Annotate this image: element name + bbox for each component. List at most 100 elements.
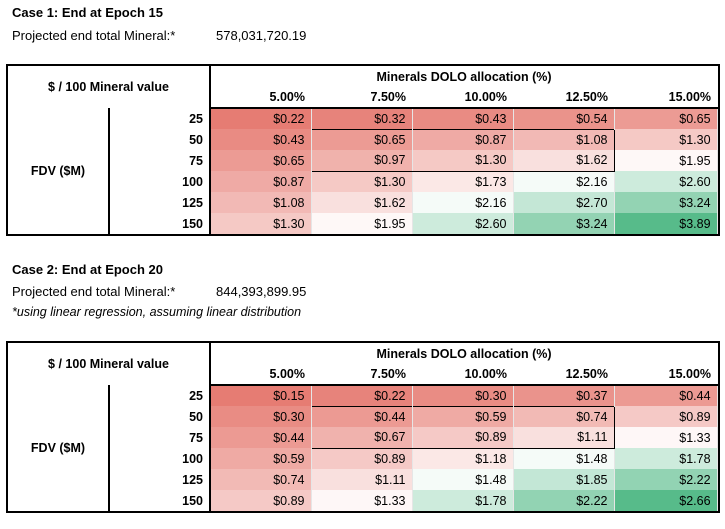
value-cell: $0.67 (310, 427, 413, 449)
fdv-value: 75 (109, 150, 211, 171)
table-row: 150 $0.89 $1.33 $1.78 $2.22 $2.66 (8, 490, 718, 511)
fdv-value: 25 (109, 108, 211, 129)
value-cell: $2.60 (412, 213, 514, 234)
value-cell: $0.97 (310, 150, 413, 172)
value-cell: $0.74 (210, 469, 312, 490)
column-header: 15.00% (614, 364, 718, 386)
value-cell: $1.08 (210, 192, 312, 213)
value-cell: $0.43 (412, 108, 514, 129)
table-row: FDV ($M) 25 $0.22 $0.32 $0.43 $0.54 $0.65 (8, 108, 718, 234)
fdv-value: 50 (109, 129, 211, 150)
value-cell: $0.32 (311, 108, 413, 129)
value-cell: $2.70 (513, 192, 615, 213)
value-cell: $0.22 (210, 108, 312, 129)
value-cell: $1.33 (614, 427, 718, 448)
header-row: $ / 100 Mineral value Minerals DOLO alloc… (8, 343, 717, 385)
value-cell: $1.33 (311, 490, 413, 511)
table-row: 150 $1.30 $1.95 $2.60 $3.24 $3.89 (8, 213, 718, 234)
value-cell: $0.87 (412, 128, 514, 150)
value-cell: $0.44 (310, 405, 413, 427)
value-cell: $2.16 (513, 171, 615, 192)
column-header-row: 5.00% 7.50% 10.00% 12.50% 15.00% (8, 364, 718, 386)
value-cell: $0.74 (513, 405, 615, 427)
case2-projected-value: 844,393,899.95 (216, 284, 307, 299)
table-row: 50 $0.43 $0.65 $0.87 $1.08 $1.30 (8, 128, 718, 150)
value-cell: $0.44 (614, 385, 718, 406)
fdv-value: 100 (109, 171, 211, 192)
value-cell: $1.62 (311, 192, 413, 213)
value-cell: $1.78 (614, 448, 718, 469)
column-header: 10.00% (412, 364, 513, 386)
case2-projected-line: Projected end total Mineral:* 844,393,89… (12, 284, 306, 299)
value-cell: $2.22 (513, 490, 615, 511)
table-row: 75 $0.65 $0.97 $1.30 $1.62 $1.95 (8, 150, 718, 172)
value-cell: $1.11 (513, 427, 615, 449)
column-header: 15.00% (614, 87, 718, 109)
fdv-value: 150 (109, 490, 211, 511)
value-cell: $0.59 (210, 448, 312, 469)
fdv-value: 125 (109, 469, 211, 490)
case1-table: $ / 100 Mineral value Minerals DOLO alloc… (6, 64, 720, 236)
value-cell: $0.65 (210, 150, 312, 171)
corner-label: $ / 100 Mineral value (8, 343, 211, 385)
value-cell: $3.24 (614, 192, 718, 213)
table-row: 100 $0.59 $0.89 $1.18 $1.48 $1.78 (8, 448, 718, 469)
fdv-value: 100 (109, 448, 211, 469)
fdv-value: 75 (109, 427, 211, 448)
value-cell: $1.11 (311, 469, 413, 490)
value-cell: $0.44 (210, 427, 312, 448)
value-cell: $0.22 (311, 385, 413, 406)
allocation-title: Minerals DOLO allocation (%) (376, 346, 552, 361)
table-row: FDV ($M) 25 $0.15 $0.22 $0.30 $0.37 $0.44 (8, 385, 718, 511)
case1-projected-line: Projected end total Mineral:* 578,031,72… (12, 28, 306, 43)
value-cell: $0.89 (614, 406, 718, 427)
fdv-value: 125 (109, 192, 211, 213)
allocation-title: Minerals DOLO allocation (%) (376, 69, 552, 84)
value-cell: $1.30 (210, 213, 312, 234)
value-cell: $3.24 (513, 213, 615, 234)
value-cell: $0.89 (412, 427, 514, 449)
case1-heading: Case 1: End at Epoch 15 (12, 5, 163, 20)
value-cell: $1.95 (614, 150, 718, 171)
case2-table: $ / 100 Mineral value Minerals DOLO alloc… (6, 341, 720, 513)
column-header: 12.50% (513, 87, 614, 109)
case1-projected-value: 578,031,720.19 (216, 28, 307, 43)
fdv-value: 25 (109, 385, 211, 406)
value-cell: $3.89 (614, 213, 718, 234)
corner-label: $ / 100 Mineral value (8, 66, 211, 108)
column-header: 7.50% (311, 364, 412, 386)
value-cell: $0.59 (412, 405, 514, 427)
value-cell: $2.60 (614, 171, 718, 192)
header-row: $ / 100 Mineral value Minerals DOLO alloc… (8, 66, 717, 108)
value-cell: $0.89 (210, 490, 312, 511)
table-row: 50 $0.30 $0.44 $0.59 $0.74 $0.89 (8, 405, 718, 427)
value-cell: $1.48 (513, 448, 615, 469)
value-cell: $1.30 (614, 129, 718, 150)
fdv-value: 150 (109, 213, 211, 234)
value-cell: $0.65 (310, 128, 413, 150)
column-header: 7.50% (311, 87, 412, 109)
column-header: 5.00% (210, 364, 311, 386)
value-cell: $1.30 (412, 150, 514, 172)
row-group-label: FDV ($M) (8, 385, 110, 511)
value-cell: $1.08 (513, 128, 615, 150)
value-cell: $0.54 (513, 108, 615, 129)
value-cell: $2.16 (412, 192, 514, 213)
value-cell: $1.62 (513, 150, 615, 172)
fdv-value: 50 (109, 406, 211, 427)
value-cell: $0.30 (210, 406, 312, 427)
value-cell: $0.89 (311, 448, 413, 469)
value-cell: $1.85 (513, 469, 615, 490)
row-group-label: FDV ($M) (8, 108, 110, 234)
value-cell: $0.15 (210, 385, 312, 406)
column-header: 5.00% (210, 87, 311, 109)
value-cell: $1.95 (311, 213, 413, 234)
value-cell: $0.30 (412, 385, 514, 406)
value-cell: $0.65 (614, 108, 718, 129)
column-header-row: 5.00% 7.50% 10.00% 12.50% 15.00% (8, 87, 718, 109)
value-cell: $1.48 (412, 469, 514, 490)
table-row: 75 $0.44 $0.67 $0.89 $1.11 $1.33 (8, 427, 718, 449)
value-cell: $0.43 (210, 129, 312, 150)
table-row: 100 $0.87 $1.30 $1.73 $2.16 $2.60 (8, 171, 718, 192)
case2-projected-label: Projected end total Mineral:* (12, 284, 176, 299)
